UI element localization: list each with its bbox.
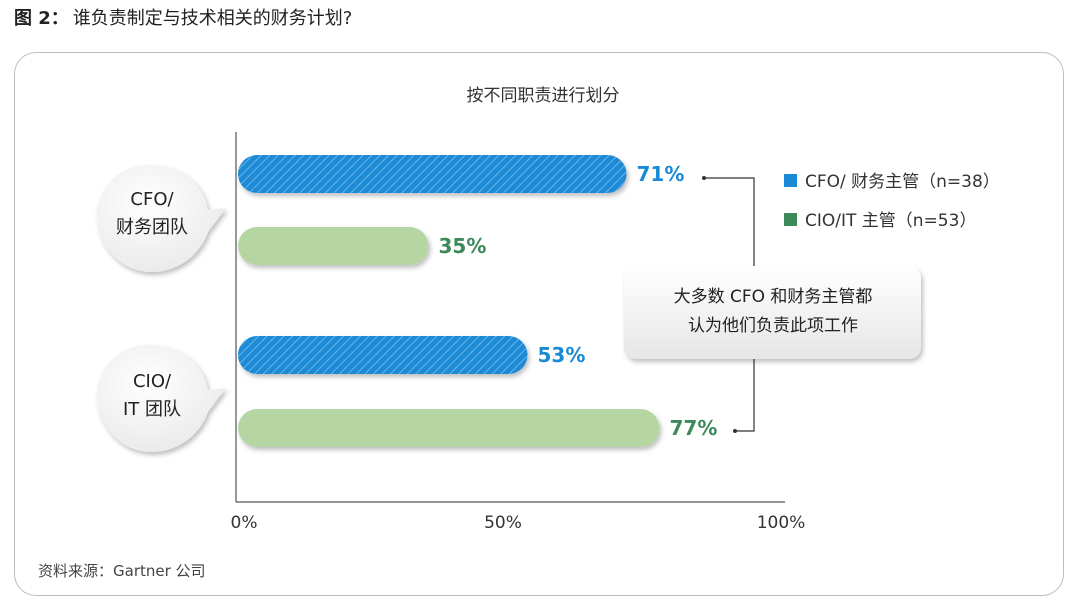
legend-swatch-cfo — [784, 174, 797, 187]
bar-cfo-team-cio — [238, 227, 429, 265]
category-label-cio-line1: CIO/ — [133, 371, 172, 392]
x-tick-100: 100% — [757, 513, 806, 533]
bracket-dot-top — [702, 176, 706, 180]
legend-label-cio: CIO/IT 主管（n=53） — [805, 211, 976, 231]
chart-frame — [14, 52, 1064, 596]
bar-cio-team-cio — [238, 409, 660, 447]
bar-label-cio-team-cio: 77% — [670, 416, 718, 440]
category-label-cfo-line1: CFO/ — [130, 189, 174, 210]
x-tick-50: 50% — [484, 513, 522, 533]
figure-title: 图 2： 谁负责制定与技术相关的财务计划? — [14, 4, 352, 30]
bar-label-cfo-team-cfo: 71% — [637, 162, 685, 186]
source-note: 资料来源：Gartner 公司 — [38, 562, 206, 580]
callout-box: 大多数 CFO 和财务主管都 认为他们负责此项工作 — [624, 266, 921, 359]
bracket-dot-bottom — [733, 429, 737, 433]
category-bubble-cfo: CFO/ 财务团队 — [97, 165, 226, 272]
figure-number: 图 2： — [14, 8, 69, 29]
callout-bracket — [704, 177, 755, 432]
bar-hatch-cfo-team-cfo — [238, 155, 627, 193]
legend: CFO/ 财务主管（n=38） CIO/IT 主管（n=53） — [784, 172, 1000, 231]
bar-label-cfo-team-cio: 35% — [439, 234, 487, 258]
legend-label-cfo: CFO/ 财务主管（n=38） — [805, 172, 1000, 192]
figure-title-text: 谁负责制定与技术相关的财务计划? — [72, 8, 353, 29]
callout-line-2: 认为他们负责此项工作 — [688, 316, 858, 336]
bar-label-cio-team-cfo: 53% — [538, 343, 586, 367]
bar-hatch-cio-team-cfo — [238, 336, 528, 374]
category-bubble-cio: CIO/ IT 团队 — [97, 345, 226, 452]
category-label-cio-line2: IT 团队 — [123, 399, 181, 420]
x-tick-0: 0% — [231, 513, 258, 533]
legend-swatch-cio — [784, 213, 797, 226]
chart-title: 按不同职责进行划分 — [467, 86, 620, 106]
callout-line-1: 大多数 CFO 和财务主管都 — [674, 287, 873, 307]
category-label-cfo-line2: 财务团队 — [116, 217, 188, 238]
